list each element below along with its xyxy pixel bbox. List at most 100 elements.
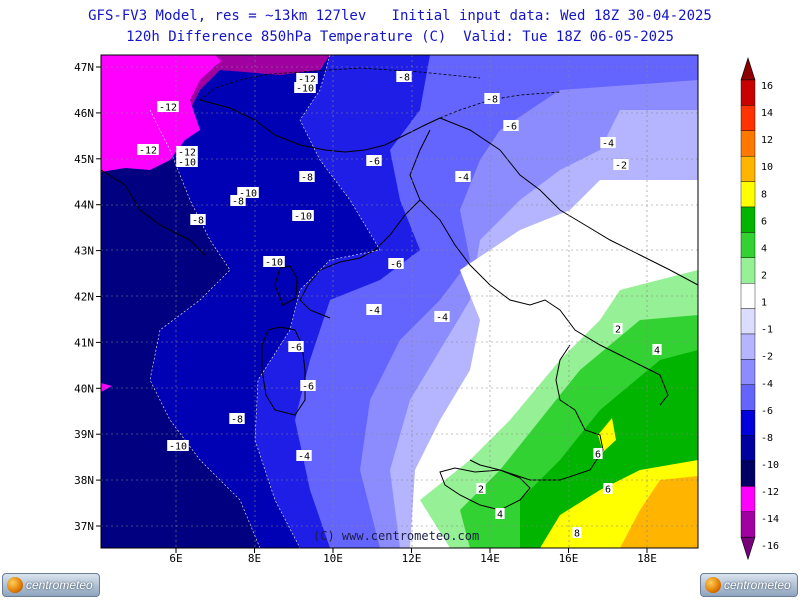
colorbar-swatch — [740, 283, 756, 309]
contour-label: -10 — [294, 82, 316, 95]
lat-label: 38N — [74, 474, 94, 487]
contour-label: -10 — [167, 440, 189, 453]
svg-text:-12: -12 — [159, 103, 177, 114]
title-line-2: 120h Difference 850hPa Temperature (C) V… — [126, 29, 674, 45]
svg-text:-10: -10 — [239, 189, 257, 200]
colorbar-label: 1 — [761, 298, 767, 309]
colorbar-swatch — [740, 359, 756, 385]
contour-label: -10 — [237, 187, 259, 200]
contour-label: 6 — [593, 448, 603, 461]
lon-label: 18E — [637, 552, 657, 565]
lon-label: 10E — [323, 552, 343, 565]
colorbar-swatch — [740, 130, 756, 157]
svg-text:-4: -4 — [298, 452, 310, 463]
svg-text:-4: -4 — [436, 313, 448, 324]
svg-text:-10: -10 — [265, 258, 283, 269]
centrometeo-logo-left: centrometeo — [2, 573, 100, 597]
svg-text:-12: -12 — [139, 146, 157, 157]
lat-label: 46N — [74, 107, 94, 120]
svg-text:-4: -4 — [457, 173, 469, 184]
contour-label: -4 — [600, 137, 616, 150]
colorbar: 16 14 12 10 8 6 4 2 1 -1 -2 -4 -6 -8 -10 -12 -14 -16 — [740, 57, 779, 561]
contour-label: -6 — [388, 258, 404, 271]
lat-label: 45N — [74, 153, 94, 166]
colorbar-label: 14 — [761, 108, 773, 119]
latitude-axis: 47N 46N 45N 44N 43N 42N 41N 40N 39N 38N 37N — [74, 61, 101, 533]
colorbar-label: 2 — [761, 270, 767, 281]
contour-label: 4 — [495, 508, 505, 521]
colorbar-swatch — [740, 206, 756, 233]
lat-label: 43N — [74, 245, 94, 258]
svg-text:2: 2 — [615, 325, 621, 336]
svg-text:6: 6 — [595, 450, 601, 461]
contour-label: -10 — [263, 256, 285, 269]
colorbar-top-arrow — [740, 57, 756, 81]
map-frame — [100, 54, 699, 549]
colorbar-swatch — [740, 232, 756, 258]
contour-label: -10 — [176, 156, 198, 169]
contour-label: -12 — [176, 146, 198, 159]
title-line-1: GFS-FV3 Model, res = ~13km 127lev Initia… — [88, 8, 712, 24]
globe-icon — [705, 577, 721, 593]
colorbar-swatch — [740, 460, 756, 487]
contour-label: -4 — [296, 450, 312, 463]
longitude-axis: 6E 8E 10E 12E 14E 16E 18E — [169, 548, 657, 565]
colorbar-swatch — [740, 486, 756, 512]
svg-text:-12: -12 — [178, 148, 196, 159]
colorbar-label: 4 — [761, 243, 767, 254]
colorbar-swatch — [740, 308, 756, 335]
watermark: (C) www.centrometeo.com — [313, 529, 479, 543]
svg-text:-8: -8 — [301, 173, 313, 184]
svg-text:-4: -4 — [368, 306, 380, 317]
lat-label: 42N — [74, 291, 94, 304]
contour-label: -4 — [455, 171, 471, 184]
colorbar-swatch — [740, 155, 756, 182]
contour-label: -12 — [296, 73, 318, 86]
centrometeo-logo-right: centrometeo — [700, 573, 798, 597]
colorbar-label: 6 — [761, 216, 767, 227]
contour-label: -6 — [366, 155, 382, 168]
svg-text:6: 6 — [605, 485, 611, 496]
contour-label: -8 — [230, 195, 246, 208]
colorbar-swatch — [740, 79, 756, 106]
colorbar-label: -10 — [761, 460, 779, 471]
lon-label: 12E — [402, 552, 422, 565]
svg-text:-6: -6 — [302, 382, 314, 393]
contour-label: -12 — [137, 144, 159, 157]
contour-label: -2 — [613, 159, 629, 172]
colorbar-label: -1 — [761, 325, 773, 336]
lat-label: 41N — [74, 336, 94, 349]
colorbar-label: -12 — [761, 487, 779, 498]
colorbar-label: -4 — [761, 379, 773, 390]
contour-label: -8 — [190, 214, 206, 227]
svg-text:-8: -8 — [486, 95, 498, 106]
colorbar-label: 16 — [761, 81, 773, 92]
contour-label: -12 — [157, 101, 179, 114]
lon-label: 8E — [248, 552, 261, 565]
contour-label: -6 — [503, 120, 519, 133]
contour-label: 8 — [572, 527, 582, 540]
lat-label: 39N — [74, 428, 94, 441]
lon-label: 16E — [559, 552, 579, 565]
logo-text: centrometeo — [724, 578, 791, 592]
svg-text:-8: -8 — [398, 73, 410, 84]
svg-text:-10: -10 — [296, 84, 314, 95]
svg-text:4: 4 — [654, 346, 660, 357]
contour-label: -8 — [299, 171, 315, 184]
contour-label: -8 — [396, 71, 412, 84]
svg-text:-10: -10 — [294, 212, 312, 223]
lat-label: 40N — [74, 382, 94, 395]
colorbar-swatch — [740, 105, 756, 132]
contour-label: 2 — [613, 323, 623, 336]
colorbar-label: 12 — [761, 135, 773, 146]
svg-text:-8: -8 — [231, 415, 243, 426]
colorbar-swatch — [740, 181, 756, 208]
colorbar-label: -2 — [761, 352, 773, 363]
lon-label: 6E — [169, 552, 182, 565]
logo-text: centrometeo — [26, 578, 93, 592]
svg-text:-4: -4 — [602, 139, 614, 150]
temperature-field: (C) www.centrometeo.com -12-12 -12-10-12-… — [101, 55, 698, 548]
contour-label: -4 — [434, 311, 450, 324]
colorbar-swatch — [740, 511, 756, 538]
